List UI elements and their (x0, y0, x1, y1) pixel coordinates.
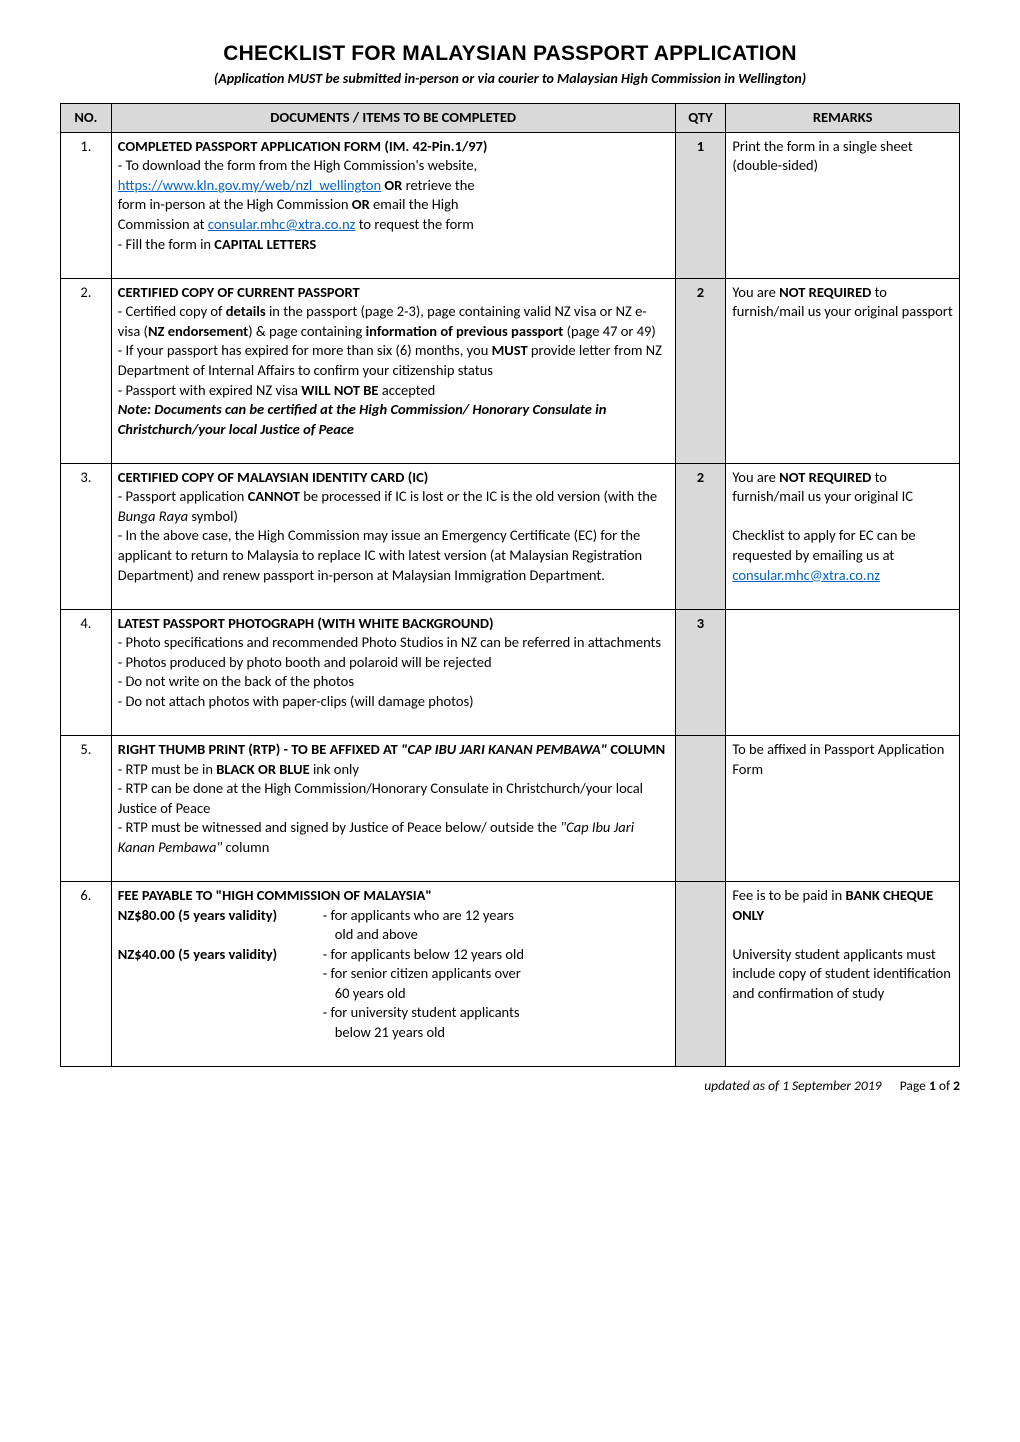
row-remarks: You are NOT REQUIRED to furnish/mail us … (726, 463, 960, 609)
email-link[interactable]: consular.mhc@xtra.co.nz (732, 566, 880, 584)
row-no: 6. (61, 882, 112, 1067)
fee-desc: - for applicants below 12 years old (323, 945, 669, 965)
row-no: 2. (61, 278, 112, 463)
row-no: 5. (61, 736, 112, 882)
row-qty: 1 (675, 132, 726, 278)
doc-heading: LATEST PASSPORT PHOTOGRAPH (WITH WHITE B… (118, 614, 494, 632)
row-qty (675, 882, 726, 1067)
doc-line-suffix: OR retrieve the (381, 176, 475, 194)
row-qty (675, 736, 726, 882)
row-documents: LATEST PASSPORT PHOTOGRAPH (WITH WHITE B… (111, 609, 675, 735)
page-subtitle: (Application MUST be submitted in-person… (60, 70, 960, 89)
fee-subtable: NZ$80.00 (5 years validity) - for applica… (118, 906, 669, 1043)
row-no: 4. (61, 609, 112, 735)
page-num: 1 (929, 1077, 936, 1094)
row-qty: 3 (675, 609, 726, 735)
table-row: 6. FEE PAYABLE TO "HIGH COMMISSION OF MA… (61, 882, 960, 1067)
row-remarks: Print the form in a single sheet (double… (726, 132, 960, 278)
page-title: CHECKLIST FOR MALAYSIAN PASSPORT APPLICA… (60, 40, 960, 68)
updated-date: updated as of 1 September 2019 (704, 1077, 881, 1094)
fee-label: NZ$40.00 (5 years validity) (118, 945, 277, 963)
website-link[interactable]: https://www.kln.gov.my/web/nzl_wellingto… (118, 176, 381, 194)
doc-heading: CERTIFIED COPY OF CURRENT PASSPORT (118, 283, 360, 301)
row-qty: 2 (675, 463, 726, 609)
page-footer: updated as of 1 September 2019 Page 1 of… (60, 1077, 960, 1095)
fee-desc-cont: below 21 years old (323, 1023, 669, 1043)
row-qty: 2 (675, 278, 726, 463)
row-documents: RIGHT THUMB PRINT (RTP) - TO BE AFFIXED … (111, 736, 675, 882)
row-documents: FEE PAYABLE TO "HIGH COMMISSION OF MALAY… (111, 882, 675, 1067)
row-no: 1. (61, 132, 112, 278)
doc-heading: CERTIFIED COPY OF MALAYSIAN IDENTITY CAR… (118, 468, 429, 486)
fee-desc: - for applicants who are 12 years (323, 906, 669, 926)
table-header-row: NO. DOCUMENTS / ITEMS TO BE COMPLETED QT… (61, 104, 960, 133)
row-remarks (726, 609, 960, 735)
row-remarks: To be affixed in Passport Application Fo… (726, 736, 960, 882)
col-header-documents: DOCUMENTS / ITEMS TO BE COMPLETED (111, 104, 675, 133)
table-row: 1. COMPLETED PASSPORT APPLICATION FORM (… (61, 132, 960, 278)
fee-desc-cont: 60 years old (323, 984, 669, 1004)
page-total: 2 (953, 1077, 960, 1094)
doc-line: - To download the form from the High Com… (118, 156, 477, 174)
col-header-remarks: REMARKS (726, 104, 960, 133)
col-header-qty: QTY (675, 104, 726, 133)
table-row: 4. LATEST PASSPORT PHOTOGRAPH (WITH WHIT… (61, 609, 960, 735)
fee-desc: - for university student applicants (323, 1003, 669, 1023)
page-label: Page (900, 1077, 926, 1094)
doc-heading: FEE PAYABLE TO "HIGH COMMISSION OF MALAY… (118, 886, 432, 904)
row-documents: CERTIFIED COPY OF CURRENT PASSPORT - Cer… (111, 278, 675, 463)
row-remarks: You are NOT REQUIRED to furnish/mail us … (726, 278, 960, 463)
row-no: 3. (61, 463, 112, 609)
checklist-table: NO. DOCUMENTS / ITEMS TO BE COMPLETED QT… (60, 103, 960, 1067)
row-documents: CERTIFIED COPY OF MALAYSIAN IDENTITY CAR… (111, 463, 675, 609)
table-row: 3. CERTIFIED COPY OF MALAYSIAN IDENTITY … (61, 463, 960, 609)
fee-label: NZ$80.00 (5 years validity) (118, 906, 277, 924)
table-row: 2. CERTIFIED COPY OF CURRENT PASSPORT - … (61, 278, 960, 463)
row-documents: COMPLETED PASSPORT APPLICATION FORM (IM.… (111, 132, 675, 278)
col-header-no: NO. (61, 104, 112, 133)
row-remarks: Fee is to be paid in BANK CHEQUE ONLY Un… (726, 882, 960, 1067)
fee-desc: - for senior citizen applicants over (323, 964, 669, 984)
table-row: 5. RIGHT THUMB PRINT (RTP) - TO BE AFFIX… (61, 736, 960, 882)
page-of: of (939, 1077, 950, 1094)
fee-desc-cont: old and above (323, 925, 669, 945)
doc-heading: COMPLETED PASSPORT APPLICATION FORM (IM.… (118, 137, 488, 155)
email-link[interactable]: consular.mhc@xtra.co.nz (208, 215, 356, 233)
